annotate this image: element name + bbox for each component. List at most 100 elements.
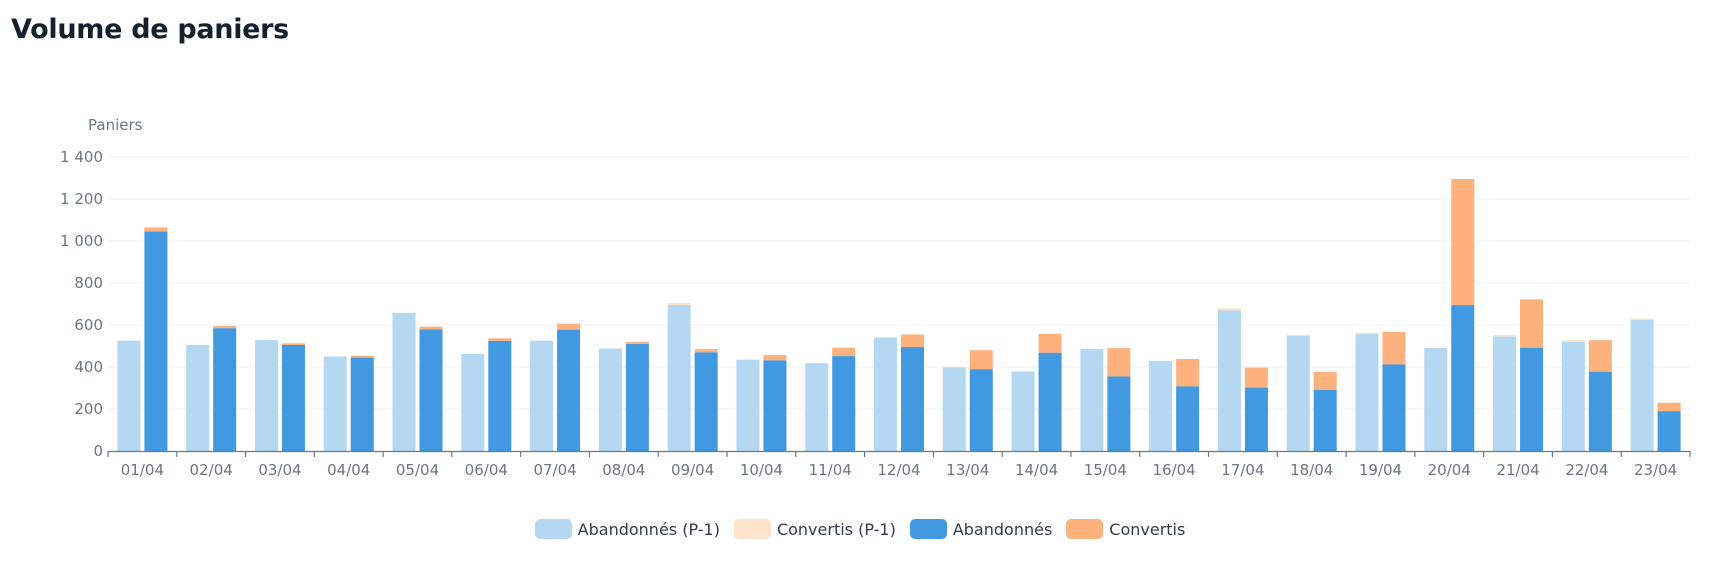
bar-convertis-1[interactable]: [144, 227, 168, 232]
bar-abandonn-s-p-1-4[interactable]: [323, 356, 347, 452]
bar-abandonn-s-p-1-20[interactable]: [1424, 348, 1448, 451]
bar-abandonn-s-1[interactable]: [144, 231, 168, 451]
bar-abandonn-s-p-1-1[interactable]: [117, 340, 141, 451]
bar-abandonn-s-p-1-3[interactable]: [254, 340, 278, 451]
y-tick-label: 1 200: [60, 190, 103, 208]
bar-convertis-18[interactable]: [1313, 371, 1337, 390]
bar-abandonn-s-5[interactable]: [419, 329, 443, 451]
bar-abandonn-s-16[interactable]: [1176, 386, 1200, 451]
bar-abandonn-s-p-1-18[interactable]: [1286, 335, 1310, 452]
bar-abandonn-s-12[interactable]: [901, 347, 924, 451]
legend-swatch: [909, 519, 947, 539]
bar-abandonn-s-22[interactable]: [1588, 371, 1612, 451]
bar-convertis-12[interactable]: [901, 334, 924, 348]
legend-item[interactable]: Abandonnés: [909, 519, 1053, 539]
bar-abandonn-s-9[interactable]: [694, 352, 718, 451]
bar-abandonn-s-17[interactable]: [1244, 387, 1268, 451]
bar-abandonn-s-p-1-17[interactable]: [1217, 310, 1241, 451]
bar-abandonn-s-4[interactable]: [350, 357, 374, 451]
bar-convertis-23[interactable]: [1657, 402, 1681, 412]
bar-convertis-3[interactable]: [281, 343, 305, 345]
bar-abandonn-s-11[interactable]: [832, 356, 856, 451]
legend-item[interactable]: Convertis (P-1): [733, 519, 896, 539]
bar-abandonn-s-19[interactable]: [1382, 364, 1406, 451]
bar-abandonn-s-p-1-7[interactable]: [530, 340, 554, 451]
bar-abandonn-s-p-1-14[interactable]: [1011, 371, 1035, 451]
x-tick-label: 12/04: [877, 461, 920, 479]
bar-abandonn-s-p-1-23[interactable]: [1630, 319, 1654, 451]
bar-convertis-2[interactable]: [213, 326, 237, 329]
bar-convertis-p-1-19[interactable]: [1355, 332, 1379, 334]
bar-abandonn-s-p-1-19[interactable]: [1355, 333, 1379, 451]
y-tick-label: 800: [74, 274, 103, 292]
x-tick-label: 11/04: [809, 461, 852, 479]
x-tick-label: 03/04: [258, 461, 301, 479]
bar-convertis-20[interactable]: [1451, 179, 1475, 306]
y-axis-ticks: 0 200 400 600 800 1 000 1 200 1 400: [60, 148, 103, 460]
bar-abandonn-s-2[interactable]: [213, 328, 237, 451]
bar-abandonn-s-6[interactable]: [488, 340, 512, 451]
bar-convertis-4[interactable]: [350, 355, 374, 358]
bar-abandonn-s-15[interactable]: [1107, 376, 1131, 451]
bar-convertis-p-1-21[interactable]: [1493, 335, 1517, 337]
bar-abandonn-s-p-1-15[interactable]: [1080, 349, 1104, 451]
x-tick-label: 15/04: [1084, 461, 1127, 479]
bar-abandonn-s-p-1-5[interactable]: [392, 312, 416, 451]
legend-label: Abandonnés: [952, 519, 1053, 539]
bar-abandonn-s-p-1-11[interactable]: [805, 363, 829, 451]
x-tick-label: 20/04: [1428, 461, 1471, 479]
legend-label: Convertis: [1109, 519, 1186, 539]
bar-abandonn-s-p-1-2[interactable]: [186, 344, 210, 451]
bar-convertis-p-1-9[interactable]: [667, 302, 691, 306]
bar-abandonn-s-p-1-10[interactable]: [736, 359, 760, 451]
bar-abandonn-s-7[interactable]: [557, 329, 581, 451]
bar-abandonn-s-8[interactable]: [625, 343, 649, 451]
bar-convertis-5[interactable]: [419, 326, 443, 330]
legend-item[interactable]: Convertis: [1066, 519, 1185, 539]
y-axis-label: Paniers: [88, 116, 143, 134]
bar-abandonn-s-10[interactable]: [763, 360, 787, 451]
x-tick-label: 09/04: [671, 461, 714, 479]
bar-abandonn-s-21[interactable]: [1520, 347, 1544, 451]
bar-chart: Paniers 0 200 400 600 800 1 000 1 200 1 400 01/…: [60, 116, 1691, 479]
x-tick-label: 21/04: [1496, 461, 1539, 479]
bar-convertis-13[interactable]: [969, 350, 993, 370]
bar-convertis-10[interactable]: [763, 355, 787, 361]
bar-convertis-15[interactable]: [1107, 348, 1131, 377]
bar-abandonn-s-p-1-6[interactable]: [461, 353, 485, 451]
bars: [117, 179, 1681, 452]
bar-convertis-16[interactable]: [1176, 359, 1200, 387]
bar-abandonn-s-p-1-16[interactable]: [1149, 361, 1173, 451]
bar-convertis-11[interactable]: [832, 347, 856, 357]
bar-abandonn-s-23[interactable]: [1657, 411, 1681, 451]
bar-abandonn-s-p-1-13[interactable]: [942, 367, 966, 451]
legend-swatch: [1066, 519, 1104, 539]
bar-abandonn-s-20[interactable]: [1451, 305, 1475, 451]
x-tick-label: 18/04: [1290, 461, 1333, 479]
bar-abandonn-s-p-1-12[interactable]: [874, 337, 897, 451]
bar-convertis-17[interactable]: [1244, 367, 1268, 388]
bar-convertis-7[interactable]: [557, 323, 581, 330]
bar-convertis-9[interactable]: [694, 349, 718, 353]
bar-convertis-21[interactable]: [1520, 299, 1544, 348]
bar-abandonn-s-p-1-9[interactable]: [667, 305, 691, 451]
bar-convertis-p-1-22[interactable]: [1561, 340, 1585, 342]
bar-convertis-p-1-17[interactable]: [1217, 308, 1241, 311]
x-tick-label: 16/04: [1153, 461, 1196, 479]
x-tick-label: 14/04: [1015, 461, 1058, 479]
bar-abandonn-s-3[interactable]: [281, 344, 305, 451]
legend: Abandonnés (P-1) Convertis (P-1) Abandonné…: [0, 519, 1720, 539]
bar-abandonn-s-18[interactable]: [1313, 389, 1337, 451]
bar-convertis-6[interactable]: [488, 338, 512, 341]
legend-item[interactable]: Abandonnés (P-1): [534, 519, 720, 539]
bar-abandonn-s-p-1-8[interactable]: [598, 348, 622, 451]
bar-abandonn-s-13[interactable]: [969, 369, 993, 451]
bar-convertis-8[interactable]: [625, 341, 649, 344]
bar-convertis-19[interactable]: [1382, 331, 1406, 365]
bar-abandonn-s-p-1-22[interactable]: [1561, 341, 1585, 451]
bar-convertis-22[interactable]: [1588, 340, 1612, 372]
bar-convertis-p-1-23[interactable]: [1630, 318, 1654, 320]
bar-abandonn-s-p-1-21[interactable]: [1493, 336, 1517, 451]
bar-convertis-14[interactable]: [1038, 333, 1062, 353]
bar-abandonn-s-14[interactable]: [1038, 352, 1062, 451]
